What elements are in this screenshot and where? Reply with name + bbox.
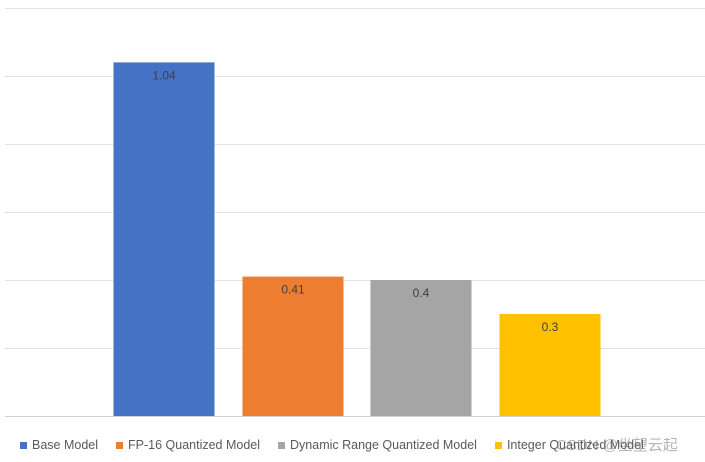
data-label: 1.04: [152, 68, 176, 82]
legend-swatch: [20, 441, 27, 449]
data-labels: 1.04 0.41 0.4 0.3: [152, 68, 558, 334]
legend-swatch: [278, 441, 286, 449]
legend-label: Base Model: [32, 438, 99, 452]
legend-label: FP-16 Quantized Model: [128, 438, 261, 452]
bar-dynamic-range-quantized-model: [370, 280, 472, 416]
data-label: 0.41: [281, 283, 305, 297]
legend: Base Model FP-16 Quantized Model Dynamic…: [20, 436, 705, 454]
bars: [113, 62, 601, 417]
legend-label: Integer Quantized Model: [506, 438, 644, 452]
bar-fp-16-quantized-model: [242, 276, 344, 416]
bar-base-model: [113, 62, 215, 417]
legend-item-fp16: FP-16 Quantized Model: [116, 438, 260, 452]
watermark: CSDN @坐望云起: [556, 437, 678, 454]
bar-integer-quantized-model: [499, 314, 601, 416]
legend-item-dynamic-range: Dynamic Range Quantized Model: [278, 438, 477, 452]
legend-swatch: [494, 441, 502, 449]
legend-label: Dynamic Range Quantized Model: [290, 438, 477, 452]
legend-swatch: [116, 441, 124, 449]
legend-item-integer: Integer Quantized Model: [494, 438, 644, 452]
legend-item-base-model: Base Model: [20, 438, 98, 452]
data-label: 0.3: [542, 320, 559, 334]
data-label: 0.4: [413, 286, 430, 300]
